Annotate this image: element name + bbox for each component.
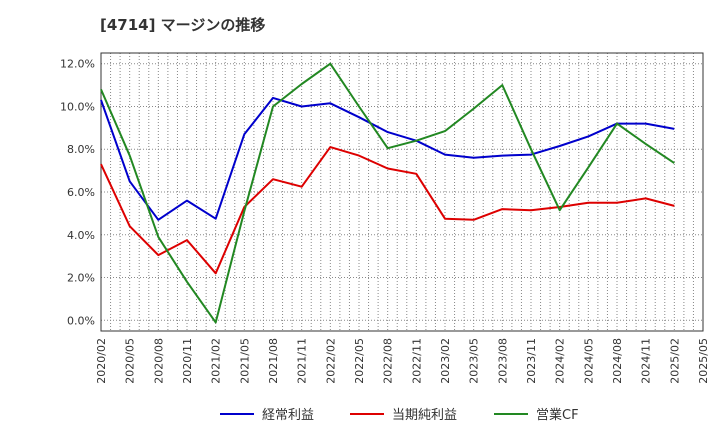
x-tick-label: 2021/02: [210, 338, 223, 384]
x-tick-label: 2021/08: [267, 338, 280, 384]
x-tick-label: 2022/02: [324, 338, 337, 384]
series-line-operating-cf: [100, 62, 675, 324]
y-tick-label: 10.0%: [60, 100, 95, 113]
y-tick-label: 2.0%: [67, 272, 95, 285]
series-line-ordinary-profit: [100, 96, 675, 221]
x-tick-label: 2020/08: [152, 338, 165, 384]
legend-label: 経常利益: [262, 408, 315, 423]
legend-swatch-net-income: [350, 412, 384, 415]
x-tick-label: 2023/05: [468, 338, 481, 384]
legend: 経常利益 当期純利益 営業CF: [0, 404, 720, 428]
x-tick-label: 2021/11: [296, 338, 309, 384]
x-tick-label: 2024/08: [611, 338, 624, 384]
legend-item-ordinary-profit: 経常利益: [220, 404, 314, 423]
x-tick-label: 2025/05: [697, 338, 710, 384]
legend-swatch-ordinary-profit: [220, 412, 254, 415]
x-tick-label: 2020/11: [181, 338, 194, 384]
x-tick-label: 2023/02: [439, 338, 452, 384]
x-tick-label: 2022/11: [410, 338, 423, 384]
x-tick-label: 2021/05: [238, 338, 251, 384]
x-tick-label: 2024/11: [640, 338, 653, 384]
y-tick-label: 8.0%: [67, 143, 95, 156]
legend-item-net-income: 当期純利益: [350, 404, 457, 423]
legend-swatch-operating-cf: [494, 412, 528, 415]
y-tick-label: 12.0%: [60, 58, 95, 71]
x-tick-label: 2020/05: [124, 338, 137, 384]
x-tick-label: 2025/02: [668, 338, 681, 384]
x-tick-label: 2020/02: [95, 338, 108, 384]
y-tick-label: 4.0%: [67, 229, 95, 242]
line-chart: 0.0% 2.0% 4.0% 6.0% 8.0% 10.0% 12.0% 2020/02 202…: [60, 52, 710, 384]
legend-item-operating-cf: 営業CF: [494, 404, 579, 423]
x-tick-label: 2024/02: [554, 338, 567, 384]
x-tick-label: 2023/08: [496, 338, 509, 384]
chart-title: [4714] マージンの推移: [100, 16, 266, 34]
y-tick-label: 0.0%: [67, 314, 95, 327]
series-line-net-income: [100, 146, 675, 275]
x-tick-label: 2024/05: [582, 338, 595, 384]
legend-label: 当期純利益: [392, 408, 458, 423]
x-tick-label: 2022/08: [382, 338, 395, 384]
x-tick-label: 2023/11: [525, 338, 538, 384]
legend-label: 営業CF: [536, 408, 579, 423]
x-tick-label: 2022/05: [353, 338, 366, 384]
y-tick-label: 6.0%: [67, 186, 95, 199]
plot-border: [100, 52, 704, 332]
